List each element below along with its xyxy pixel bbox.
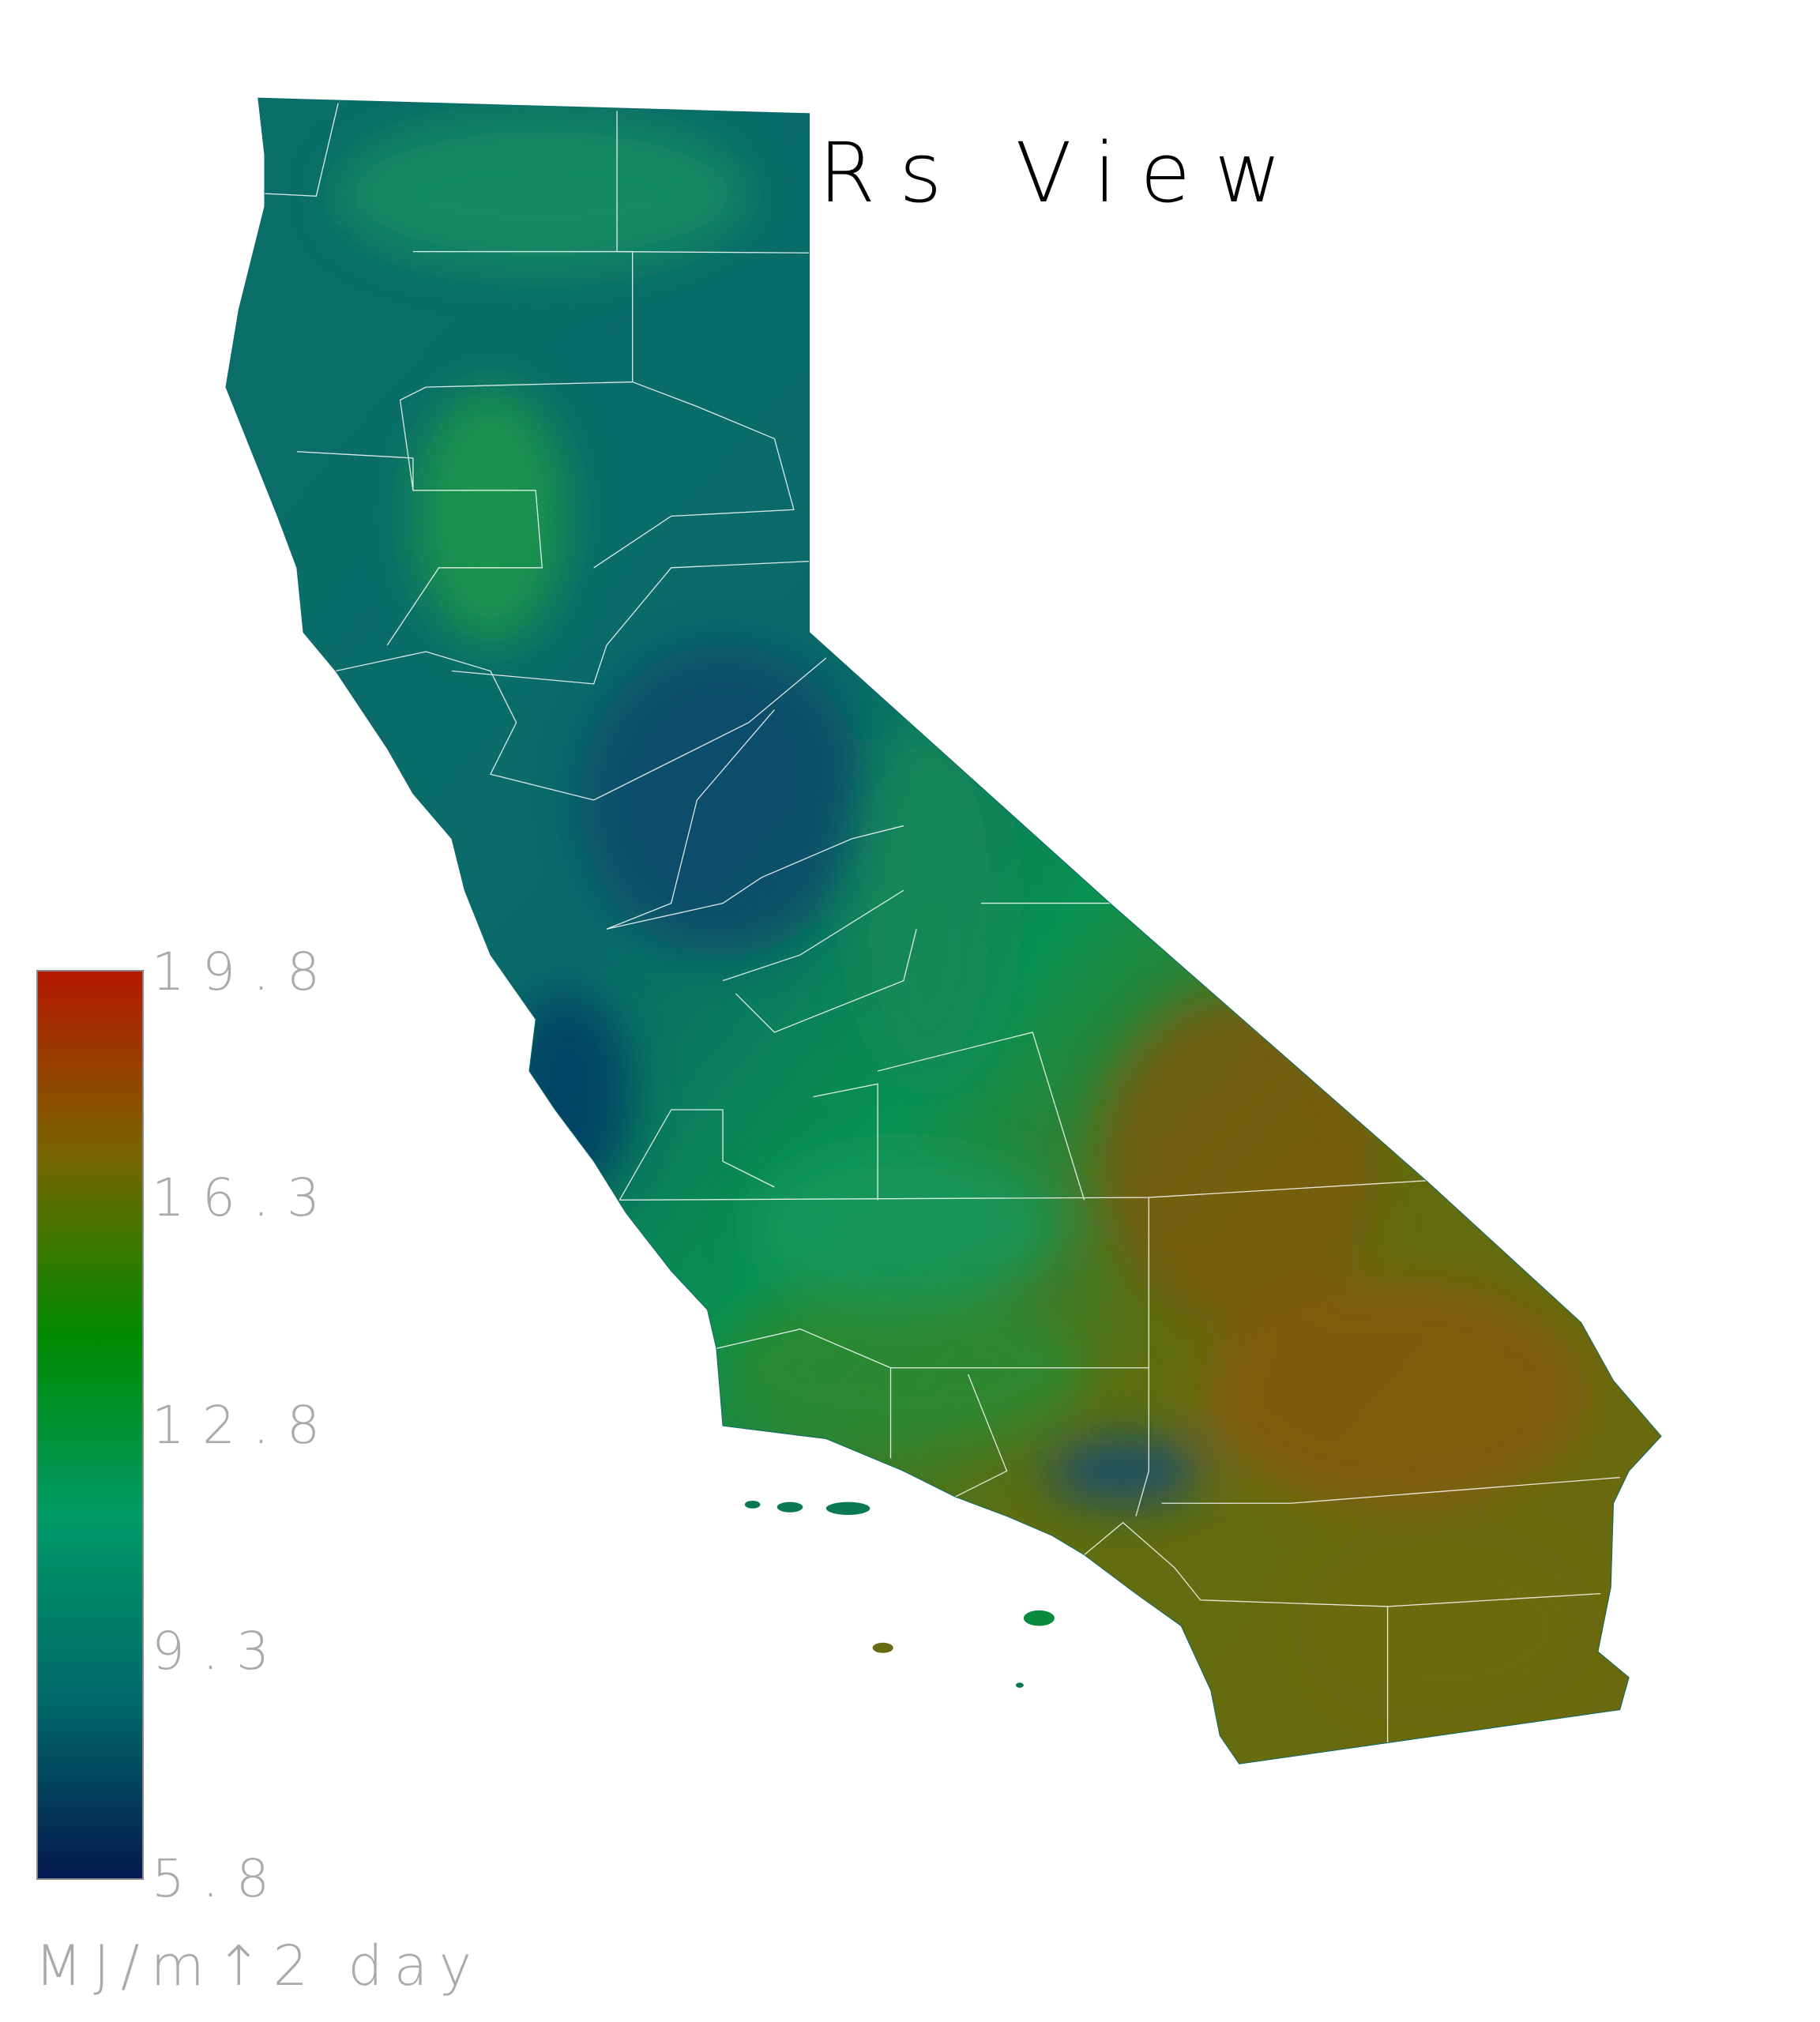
central-valley-patch — [581, 645, 865, 955]
colorbar — [36, 970, 144, 1880]
colorbar-tick-3: 12.8 — [152, 1395, 337, 1456]
county-boundaries — [264, 103, 1620, 1749]
channel-islands — [744, 1500, 1055, 1688]
valley-south-patch — [748, 1148, 1059, 1304]
sierra-patch — [852, 722, 1007, 1084]
la-basin-patch — [1045, 1438, 1201, 1504]
map-title: Rs View — [818, 125, 1306, 221]
colorbar-tick-4: 9.3 — [152, 1621, 287, 1682]
state-outline — [225, 97, 1662, 1765]
colorbar-tick-2: 16.3 — [152, 1167, 337, 1228]
colorbar-tick-max: 19.8 — [152, 941, 337, 1002]
colorbar-unit-label: MJ/m↑2 day — [35, 1934, 483, 1998]
north-green-patch — [335, 116, 749, 272]
desert-patch-3 — [1291, 1522, 1601, 1730]
sacramento-valley-patch — [412, 387, 568, 645]
colorbar-tick-min: 5.8 — [152, 1848, 287, 1909]
desert-patch-2 — [1200, 1277, 1588, 1510]
coast-patch — [503, 993, 633, 1201]
desert-patch-1 — [1096, 993, 1382, 1329]
